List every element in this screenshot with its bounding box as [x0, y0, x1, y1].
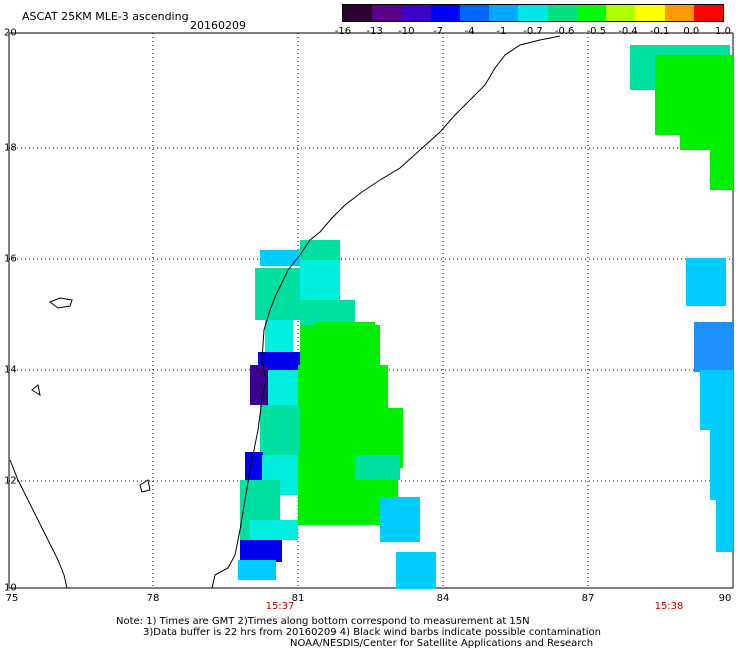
- longitude-label: 78: [146, 593, 160, 604]
- colorbar-segment: [693, 5, 724, 21]
- coastline-small-island-1: [139, 479, 151, 493]
- data-cell: [716, 500, 733, 552]
- latitude-label: 10: [4, 582, 17, 594]
- latitude-label: 14: [4, 364, 17, 376]
- data-cell: [300, 240, 340, 260]
- data-cell: [710, 430, 733, 500]
- colorbar-segment: [343, 5, 373, 21]
- latitude-label: 20: [4, 27, 17, 39]
- colorbar-tick-label: -0.7: [523, 26, 543, 37]
- longitude-label: 84: [436, 593, 450, 604]
- longitude-label: 90: [718, 593, 732, 604]
- data-cell: [255, 268, 300, 320]
- colorbar-segment: [635, 5, 666, 21]
- colorbar-segment: [372, 5, 402, 21]
- colorbar-segment: [518, 5, 549, 21]
- colorbar-tick-label: -13: [366, 26, 383, 37]
- note-line-2: 3)Data buffer is 22 hrs from 20160209 4)…: [143, 627, 601, 638]
- colorbar-tick-label: -7: [433, 26, 443, 37]
- data-cell: [240, 540, 282, 562]
- coastline-east-india: [9, 459, 68, 589]
- longitude-label: 81: [291, 593, 305, 604]
- longitude-label: 75: [5, 593, 19, 604]
- data-cell: [355, 455, 400, 480]
- colorbar-segment: [547, 5, 578, 21]
- coastline-small-island-2: [31, 384, 41, 397]
- colorbar-segment: [606, 5, 636, 21]
- data-cell: [298, 365, 388, 410]
- colorbar-segment: [489, 5, 519, 21]
- data-cell: [396, 552, 436, 589]
- latitude-label: 16: [4, 253, 17, 265]
- data-cell: [686, 258, 726, 306]
- colorbar-tick-label: 0.0: [683, 26, 700, 37]
- coastline-sri-island: [48, 297, 73, 309]
- data-cell: [238, 560, 276, 580]
- data-cell: [315, 322, 375, 342]
- colorbar-tick-label: -10: [398, 26, 415, 37]
- data-cell: [680, 90, 733, 150]
- data-cell: [265, 320, 293, 352]
- colorbar-segment: [401, 5, 432, 21]
- coastline: [9, 35, 561, 589]
- colorbar-tick-label: -0.1: [649, 26, 670, 37]
- data-cell: [694, 322, 734, 372]
- data-cell: [260, 405, 300, 455]
- time-label-2: 15:38: [654, 601, 684, 612]
- gridlines: [9, 33, 733, 588]
- data-cell: [258, 352, 300, 372]
- time-label-1: 15:37: [265, 601, 295, 612]
- map-frame: [8, 32, 734, 589]
- data-cell: [700, 370, 733, 430]
- colorbar-tick-label: -16: [334, 26, 352, 37]
- colorbar-segment: [430, 5, 461, 21]
- colorbar-segment: [576, 5, 607, 21]
- colorbar-tick-label: 1.0: [715, 26, 731, 37]
- colorbar-tick-label: -0.6: [554, 26, 575, 37]
- longitude-label: 87: [581, 593, 595, 604]
- latitude-label: 12: [4, 475, 17, 487]
- data-cell: [300, 300, 355, 325]
- data-cells: [238, 45, 734, 589]
- colorbar-tick-label: -4: [464, 26, 475, 37]
- note-line-3: NOAA/NESDIS/Center for Satellite Applica…: [290, 638, 594, 649]
- colorbar-tick-label: -0.5: [586, 26, 607, 37]
- data-cell: [260, 250, 300, 266]
- colorbar-tick-label: -1: [496, 26, 507, 37]
- data-cell: [245, 452, 263, 482]
- map-title: ASCAT 25KM MLE-3 ascending: [22, 10, 189, 23]
- colorbar-tick-label: -0.4: [618, 26, 638, 37]
- latitude-label: 18: [4, 142, 17, 154]
- coastline-bay-west: [211, 35, 561, 589]
- note-line-1: Note: 1) Times are GMT 2)Times along bot…: [116, 616, 530, 627]
- colorbar: [342, 4, 724, 22]
- data-cell: [710, 150, 733, 190]
- data-cell: [268, 370, 298, 410]
- colorbar-segment: [459, 5, 490, 21]
- data-cell: [250, 520, 298, 540]
- map-date: 20160209: [190, 19, 246, 32]
- colorbar-segment: [664, 5, 695, 21]
- data-cell: [380, 497, 420, 542]
